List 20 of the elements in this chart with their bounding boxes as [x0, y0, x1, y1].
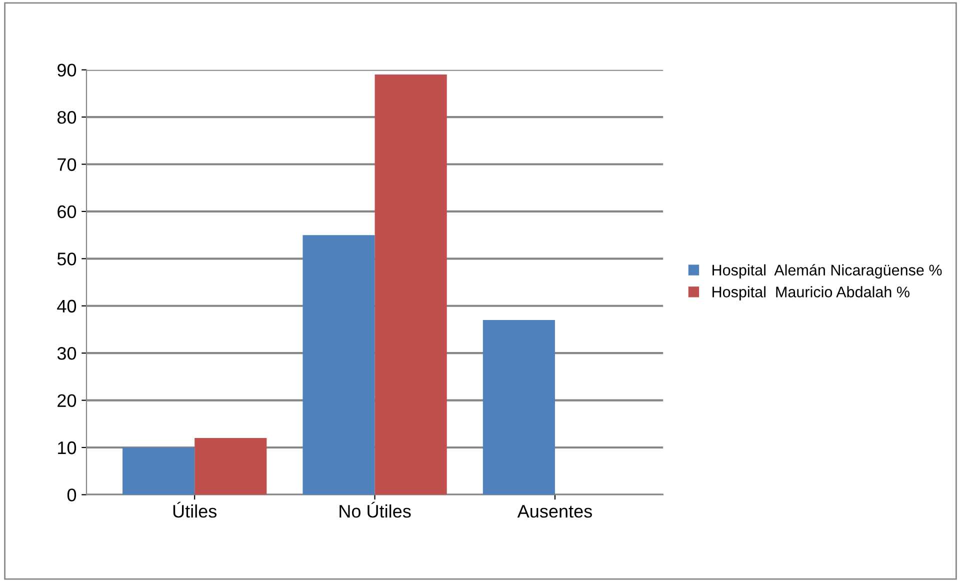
bar: [302, 235, 375, 495]
bar: [482, 320, 555, 495]
y-tick-label: 40: [57, 300, 76, 313]
y-tick-label: 50: [57, 252, 76, 266]
bar: [374, 74, 447, 495]
legend-label: Hospital Mauricio Abdalah %: [712, 286, 910, 300]
y-tick-label: 30: [57, 347, 76, 360]
x-tick-label: No Útiles: [340, 502, 411, 518]
x-tick-label: Ausentes: [517, 505, 592, 518]
y-tick-label: 70: [58, 158, 76, 171]
y-tick-label: 80: [57, 110, 76, 124]
bar: [122, 447, 195, 495]
bar: [194, 438, 267, 495]
y-tick-label: 20: [58, 394, 76, 408]
y-tick-label: 60: [58, 205, 76, 218]
y-tick-label: 10: [58, 441, 76, 454]
legend-label: Hospital Alemán Nicaragüense %: [712, 264, 942, 279]
y-tick-label: 0: [67, 488, 76, 502]
x-tick-label: Útiles: [173, 502, 217, 518]
y-tick-label: 90: [58, 64, 76, 77]
